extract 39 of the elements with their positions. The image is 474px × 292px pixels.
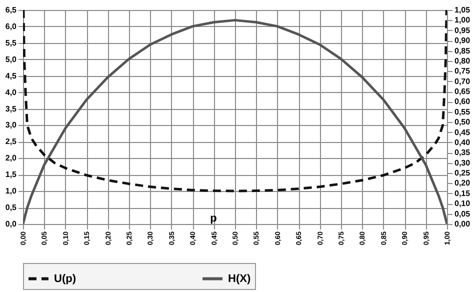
y-tick-label: 4,5 <box>5 71 18 80</box>
y2-tick-label: 0,50 <box>454 118 471 127</box>
y-tick-label: 1,5 <box>5 170 18 180</box>
y2-tick-label: 0,40 <box>454 138 471 147</box>
y-tick-label: 2,5 <box>5 137 18 146</box>
y2-tick-label: 0,10 <box>454 199 471 208</box>
y-tick-label: 3,5 <box>5 104 18 114</box>
y2-tick-label: 0,00 <box>454 220 471 228</box>
y2-tick-label: 0,85 <box>454 46 471 56</box>
y-tick-label: 5,0 <box>5 54 18 64</box>
y2-tick-label: 0,60 <box>454 97 471 106</box>
y2-tick-label: 0,20 <box>454 178 471 188</box>
x-axis-title: p <box>210 212 218 224</box>
y-tick-label: 0,0 <box>5 220 18 228</box>
y2-tick-label: 0,65 <box>454 87 471 96</box>
y2-tick-label: 0,35 <box>454 148 471 158</box>
y2-tick-label: 0,45 <box>454 128 471 137</box>
y2-tick-label: 0,95 <box>454 26 471 35</box>
y2-tick-label: 1,00 <box>454 16 471 25</box>
y-tick-label: 2,0 <box>5 154 18 163</box>
y-tick-label: 6,0 <box>5 22 18 31</box>
y-tick-label: 6,5 <box>5 6 18 14</box>
y2-tick-label: 0,25 <box>454 168 471 178</box>
y2-tick-label: 0,90 <box>454 36 471 46</box>
y2-tick-label: 0,05 <box>454 209 471 218</box>
y2-tick-label: 0,30 <box>454 158 471 168</box>
y2-tick-label: 1,05 <box>454 6 471 14</box>
legend-label: U(p) <box>54 272 76 285</box>
y2-tick-label: 0,75 <box>454 66 471 76</box>
y2-tick-label: 0,15 <box>454 188 471 198</box>
y-tick-label: 1,0 <box>5 186 18 196</box>
y2-tick-label: 0,55 <box>454 107 471 116</box>
y-tick-label: 4,0 <box>5 88 18 97</box>
y-tick-label: 3,0 <box>5 120 18 130</box>
y2-tick-label: 0,70 <box>454 76 471 86</box>
legend-label: H(X) <box>228 272 251 285</box>
y2-tick-label: 0,80 <box>454 56 471 66</box>
y-tick-label: 0,5 <box>5 203 18 212</box>
y-tick-label: 5,5 <box>5 38 18 48</box>
